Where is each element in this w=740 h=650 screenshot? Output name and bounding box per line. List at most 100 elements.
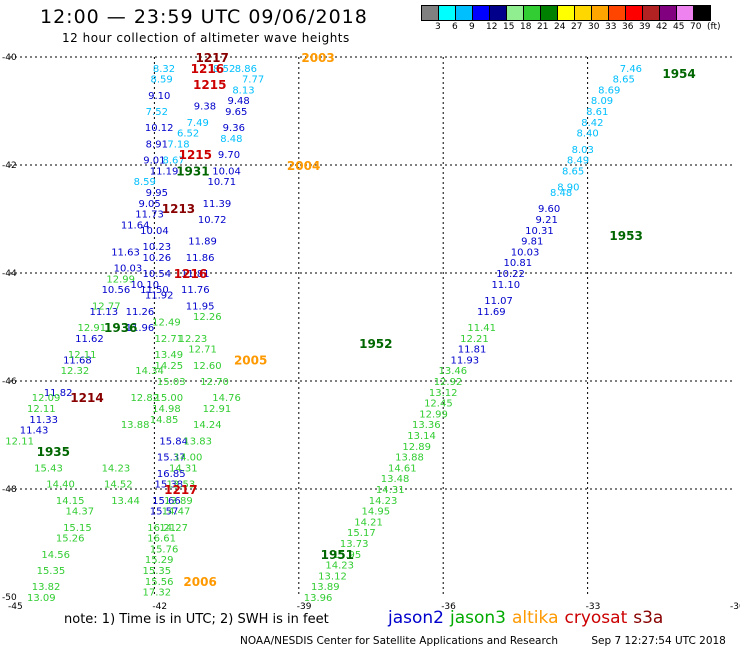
legend-jason2: jason2 xyxy=(388,608,444,628)
swh-data-point: 13.48 xyxy=(381,474,410,485)
swh-data-point: 12.82 xyxy=(130,393,159,404)
color-scale-label: 42 xyxy=(656,22,668,32)
swh-data-point: 10.03 xyxy=(114,264,143,275)
pass-time-label: 1213 xyxy=(162,202,195,216)
color-scale-label: 33 xyxy=(605,22,617,32)
pass-time-label: 2005 xyxy=(234,353,267,367)
swh-data-point: 13.89 xyxy=(311,582,340,593)
swh-data-point: 9.36 xyxy=(223,123,245,134)
swh-data-point: 15.29 xyxy=(145,555,174,566)
swh-data-point: 9.81 xyxy=(521,237,543,248)
swh-data-point: 13.12 xyxy=(429,388,458,399)
color-scale-label: 3 xyxy=(435,22,441,32)
color-scale-label: 18 xyxy=(520,22,532,32)
swh-data-point: 13.83 xyxy=(183,436,212,447)
swh-data-point: 11.68 xyxy=(63,355,92,366)
swh-data-point: 9.95 xyxy=(146,188,168,199)
swh-data-point: 12.45 xyxy=(424,399,453,410)
swh-data-point: 15.35 xyxy=(37,566,66,577)
swh-data-point: 14.23 xyxy=(325,561,354,572)
swh-data-point: 11.96 xyxy=(126,323,155,334)
swh-data-point: 11.82 xyxy=(44,388,73,399)
legend-s3a: s3a xyxy=(633,608,664,628)
swh-data-point: 12.11 xyxy=(68,350,97,361)
swh-data-point: 14.34 xyxy=(135,366,164,377)
color-swatch xyxy=(693,5,711,21)
color-scale-label: 36 xyxy=(622,22,634,32)
swh-data-point: 15.00 xyxy=(155,393,184,404)
wave-height-plot: -45 -42 -39 -36 -33 -30 -40 -42 -44 -46 -48 -50 8.32… xyxy=(2,51,740,612)
swh-data-point: 14.23 xyxy=(369,496,398,507)
y-tick-label: -50 xyxy=(2,593,17,603)
swh-data-point: 14.47 xyxy=(162,507,191,518)
swh-data-point: 11.69 xyxy=(477,307,506,318)
swh-data-point: 11.41 xyxy=(467,323,496,334)
swh-data-point: 9.01 xyxy=(143,156,165,167)
color-scale-label: 45 xyxy=(673,22,685,32)
x-tick-label: -45 xyxy=(8,602,23,612)
color-scale-label: 9 xyxy=(469,22,475,32)
color-scale-label: 15 xyxy=(503,22,515,32)
swh-data-point: 8.03 xyxy=(572,145,594,156)
swh-data-point: 14.61 xyxy=(388,463,417,474)
swh-data-point: 15.95 xyxy=(333,550,362,561)
pass-time-label: 1215 xyxy=(193,78,226,92)
swh-data-point: 10.04 xyxy=(140,226,169,237)
swh-data-point: 9.21 xyxy=(536,215,558,226)
swh-data-point: 8.13 xyxy=(232,85,254,96)
swh-data-point: 15.76 xyxy=(150,544,179,555)
swh-data-point: 9.60 xyxy=(538,204,560,215)
swh-data-point: 14.21 xyxy=(354,517,383,528)
swh-data-point: 11.39 xyxy=(203,199,232,210)
swh-data-point: 15.37 xyxy=(157,453,186,464)
x-tick-label: -42 xyxy=(152,602,167,612)
swh-data-point: 14.00 xyxy=(174,453,203,464)
color-scale-bar xyxy=(421,5,711,21)
swh-data-point: 8.69 xyxy=(598,85,620,96)
swh-data-point: 11.26 xyxy=(126,307,155,318)
mission-legend: jason2 jason3 altika cryosat s3a xyxy=(388,608,669,628)
swh-data-point: 13.12 xyxy=(318,571,347,582)
y-tick-label: -46 xyxy=(2,377,17,387)
swh-data-point: 8.48 xyxy=(220,134,242,145)
swh-data-point: 9.10 xyxy=(148,91,170,102)
swh-data-point: 12.23 xyxy=(179,334,208,345)
swh-data-point: 17.32 xyxy=(142,588,171,599)
swh-data-point: 11.81 xyxy=(181,269,210,280)
swh-data-point: 15.57 xyxy=(150,507,179,518)
swh-data-point: 11.50 xyxy=(140,285,169,296)
swh-data-point: 13.88 xyxy=(395,453,424,464)
pass-time-label: 1215 xyxy=(179,148,212,162)
swh-data-point: 15.17 xyxy=(347,528,376,539)
color-scale-label: 30 xyxy=(588,22,600,32)
footer-credit: NOAA/NESDIS Center for Satellite Applica… xyxy=(240,635,558,647)
pass-time-label: 1931 xyxy=(176,164,209,178)
swh-data-point: 10.22 xyxy=(496,269,525,280)
swh-data-point: 15.43 xyxy=(34,463,63,474)
swh-data-point: 10.26 xyxy=(142,253,171,264)
swh-data-point: 8.67 xyxy=(163,156,185,167)
swh-data-point: 11.62 xyxy=(75,334,104,345)
color-scale-label: 70 xyxy=(690,22,702,32)
color-scale-label: 27 xyxy=(571,22,583,32)
swh-data-point: 7.49 xyxy=(187,118,209,129)
swh-data-point: 11.43 xyxy=(20,426,49,437)
swh-data-point: 8.42 xyxy=(581,118,603,129)
swh-data-point: 15.66 xyxy=(152,496,181,507)
color-scale-labels: 3 6 9 12 15 18 21 24 27 30 33 36 39 42 45 70 (ft) xyxy=(421,22,740,34)
swh-data-point: 13.36 xyxy=(412,420,441,431)
swh-data-point: 11.73 xyxy=(135,210,164,221)
swh-data-point: 9.65 xyxy=(225,107,247,118)
swh-data-point: 8.65 xyxy=(562,166,584,177)
pass-time-label: 2006 xyxy=(183,575,216,589)
swh-data-point: 10.56 xyxy=(102,285,131,296)
swh-data-point: 8.65 xyxy=(613,75,635,86)
pass-time-label: 2003 xyxy=(301,51,334,65)
swh-data-point: 14.76 xyxy=(212,393,241,404)
swh-data-point: 11.86 xyxy=(186,253,215,264)
swh-data-point: 10.12 xyxy=(145,123,174,134)
chart-subtitle: 12 hour collection of altimeter wave hei… xyxy=(62,31,350,45)
pass-time-label: 1954 xyxy=(662,67,695,81)
swh-data-point: 13.46 xyxy=(439,366,468,377)
swh-data-point: 10.72 xyxy=(198,215,227,226)
